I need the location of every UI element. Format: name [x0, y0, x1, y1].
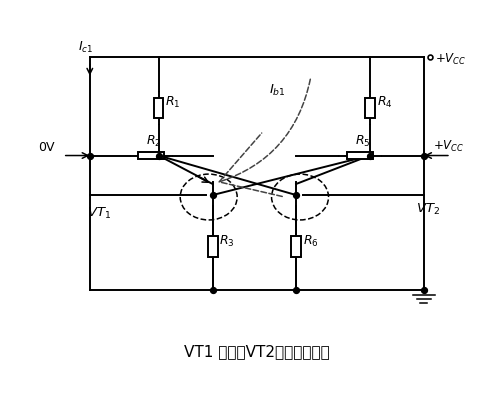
Text: $R_5$: $R_5$	[355, 134, 370, 149]
FancyArrowPatch shape	[219, 79, 310, 197]
Text: $VT_2$: $VT_2$	[416, 202, 441, 217]
Bar	[138, 152, 164, 160]
Text: VT1 导通、VT2截止时的情况: VT1 导通、VT2截止时的情况	[184, 343, 329, 359]
Point	[86, 152, 94, 159]
Point	[366, 152, 374, 159]
Point	[420, 287, 428, 293]
Text: $I_{b1}$: $I_{b1}$	[269, 83, 286, 98]
Point	[420, 152, 428, 159]
Bar	[365, 98, 375, 118]
Text: $R_1$: $R_1$	[165, 95, 181, 110]
Text: $R_3$: $R_3$	[219, 234, 235, 248]
Text: $+V_{CC}$: $+V_{CC}$	[433, 139, 464, 154]
Point	[292, 287, 300, 293]
Bar	[154, 98, 164, 118]
Point	[155, 152, 163, 159]
Text: $I_{c1}$: $I_{c1}$	[78, 40, 93, 55]
Point	[292, 192, 300, 198]
Text: $VT_1$: $VT_1$	[87, 206, 112, 221]
Bar	[347, 152, 373, 160]
Text: $R_2$: $R_2$	[146, 134, 162, 149]
Text: 0V: 0V	[38, 140, 55, 154]
Text: $R_6$: $R_6$	[303, 234, 319, 248]
Text: $+V_{CC}$: $+V_{CC}$	[435, 52, 466, 67]
Point	[208, 192, 216, 198]
Point	[208, 287, 216, 293]
Bar	[207, 236, 217, 257]
Text: $R_4$: $R_4$	[377, 95, 392, 110]
Bar	[291, 236, 301, 257]
